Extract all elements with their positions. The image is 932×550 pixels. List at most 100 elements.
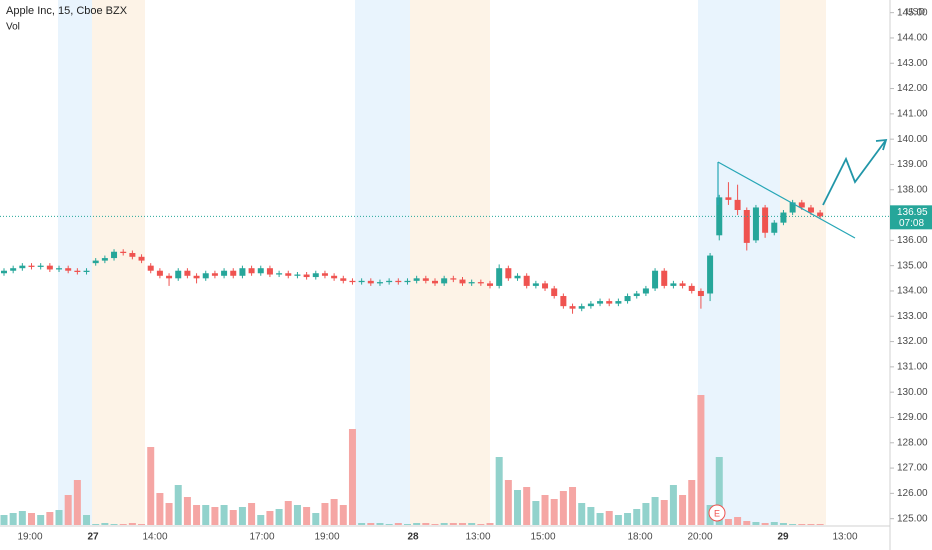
- candle-body: [175, 270, 182, 279]
- y-tick-label: 145.00: [897, 7, 928, 18]
- volume-bar: [293, 505, 301, 525]
- volume-bar: [248, 503, 256, 525]
- volume-bar: [28, 513, 36, 525]
- volume-bar: [605, 511, 613, 525]
- candle-body: [523, 275, 530, 286]
- x-tick-label: 18:00: [627, 532, 652, 543]
- y-tick-label: 133.00: [897, 311, 928, 322]
- candle-body: [340, 278, 347, 281]
- candle-body: [266, 268, 273, 275]
- candle-body: [468, 282, 475, 284]
- volume-bar: [449, 523, 457, 525]
- volume-bar: [523, 487, 531, 525]
- candle-body: [807, 207, 814, 213]
- candle-body: [147, 265, 154, 271]
- candle-body: [166, 275, 173, 279]
- x-tick-label: 17:00: [249, 532, 274, 543]
- volume-bar: [477, 524, 485, 525]
- candle-body: [10, 268, 17, 271]
- candle-body: [514, 275, 521, 279]
- candle-body: [725, 197, 732, 200]
- candle-body: [376, 282, 383, 284]
- candle-body: [789, 202, 796, 213]
- currency-label: USD: [906, 6, 926, 16]
- session-band: [92, 0, 145, 525]
- volume-bar: [275, 509, 283, 525]
- volume-bar: [624, 513, 632, 525]
- volume-bar: [83, 515, 91, 525]
- volume-bar: [550, 499, 558, 525]
- volume-bar: [0, 515, 8, 525]
- volume-bar: [559, 491, 567, 525]
- y-tick-label: 129.00: [897, 412, 928, 423]
- chart-title: Apple Inc, 15, Cboe BZX: [6, 5, 128, 17]
- volume-bar: [596, 513, 604, 525]
- event-marker[interactable]: [708, 504, 726, 522]
- volume-bar: [101, 523, 109, 525]
- candle-body: [331, 275, 338, 279]
- y-tick-label: 125.00: [897, 513, 928, 524]
- volume-bar: [348, 429, 356, 525]
- event-marker-label: E: [714, 508, 720, 518]
- y-tick-label: 130.00: [897, 387, 928, 398]
- candle-body: [532, 283, 539, 286]
- volume-bar: [541, 495, 549, 525]
- volume-bar: [633, 509, 641, 525]
- candle-body: [129, 253, 136, 257]
- candle-body: [707, 255, 714, 294]
- volume-bar: [779, 523, 787, 525]
- candle-body: [138, 256, 145, 261]
- candle-body: [652, 270, 659, 289]
- candle-body: [542, 283, 549, 289]
- volume-bar: [660, 500, 668, 525]
- candle-body: [221, 270, 228, 276]
- candle-body: [587, 303, 594, 307]
- volume-bar: [183, 497, 191, 525]
- arrow-drawing: [822, 139, 887, 206]
- volume-bar: [92, 524, 100, 525]
- candle-body: [560, 296, 567, 307]
- y-tick-label: 138.00: [897, 184, 928, 195]
- arrow-head: [875, 138, 888, 151]
- candle-body: [551, 288, 558, 297]
- candle-body: [569, 306, 576, 309]
- y-tick-label: 141.00: [897, 108, 928, 119]
- candle-body: [111, 251, 118, 259]
- candle-body: [633, 293, 640, 297]
- candle-body: [441, 278, 448, 284]
- candle-body: [358, 280, 365, 283]
- candle-body: [120, 251, 127, 254]
- volume-bar: [147, 447, 155, 525]
- volume-bar: [798, 524, 806, 525]
- x-tick-label: 20:00: [687, 532, 712, 543]
- volume-bar: [174, 485, 182, 525]
- candle-body: [28, 265, 35, 267]
- volume-bar: [486, 523, 494, 525]
- volume-bar: [55, 510, 63, 525]
- candle-body: [386, 280, 393, 283]
- volume-bar: [770, 522, 778, 525]
- candle-body: [303, 274, 310, 278]
- volume-bar: [238, 507, 246, 525]
- volume-bar: [46, 512, 54, 525]
- session-band: [410, 0, 490, 525]
- volume-bar: [752, 522, 760, 525]
- candle-body: [505, 268, 512, 279]
- volume-bar: [669, 485, 677, 525]
- candle-body: [817, 212, 824, 217]
- volume-bar: [156, 493, 164, 525]
- y-tick-label: 140.00: [897, 134, 928, 145]
- candle-body: [477, 282, 484, 284]
- y-tick-label: 143.00: [897, 58, 928, 69]
- candle-body: [285, 273, 292, 276]
- volume-bar: [193, 505, 201, 525]
- volume-bar: [724, 519, 732, 525]
- candle-body: [487, 283, 494, 286]
- volume-bar: [532, 501, 540, 525]
- volume-bar: [688, 480, 696, 525]
- candle-body: [1, 270, 7, 274]
- candle-body: [597, 301, 604, 304]
- volume-bar: [220, 505, 228, 525]
- volume-bar: [394, 523, 402, 525]
